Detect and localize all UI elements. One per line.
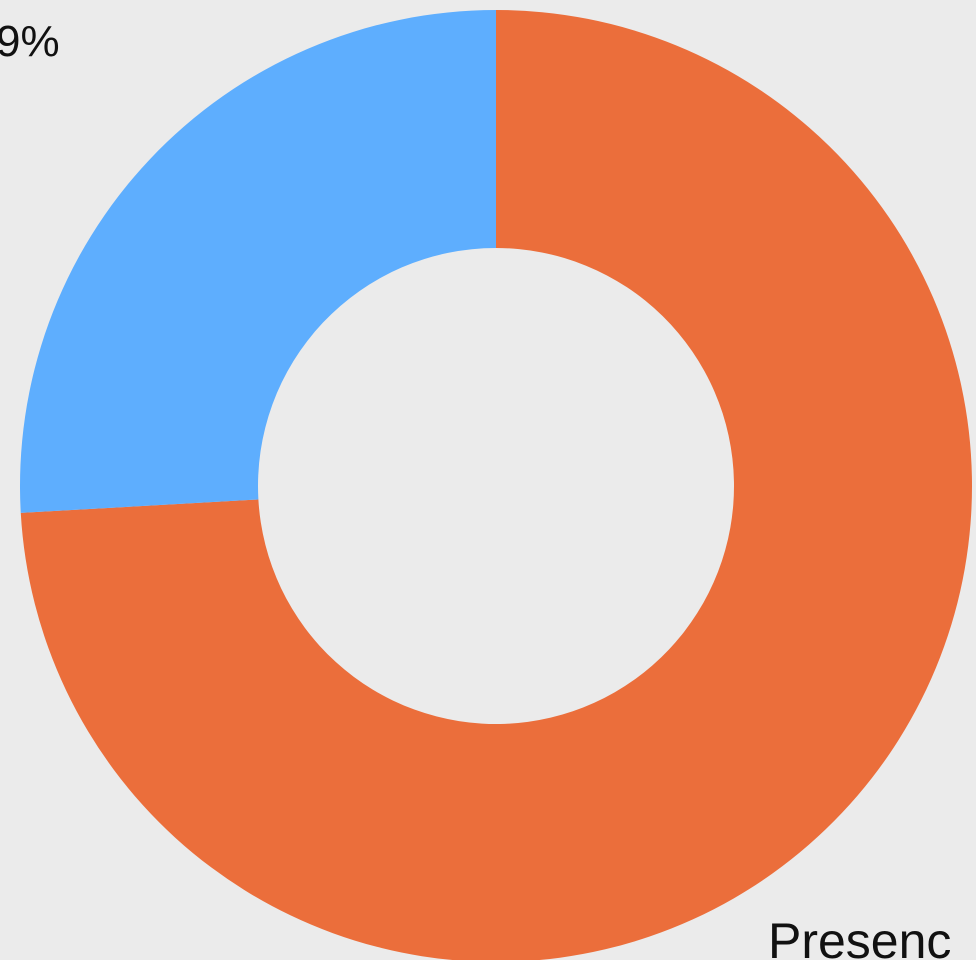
- slice-label: Presenc: [768, 913, 951, 960]
- slice: [19, 10, 496, 513]
- slices: [19, 10, 972, 960]
- annotation: 9%: [0, 17, 60, 66]
- slice: [20, 10, 972, 960]
